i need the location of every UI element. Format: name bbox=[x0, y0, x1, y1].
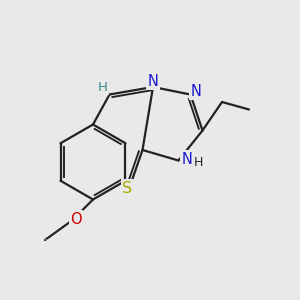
Text: N: N bbox=[190, 84, 201, 99]
Text: S: S bbox=[122, 181, 133, 196]
Text: methoxy: methoxy bbox=[41, 240, 48, 242]
Text: O: O bbox=[70, 212, 81, 226]
Text: N: N bbox=[182, 152, 192, 166]
Text: H: H bbox=[193, 156, 203, 170]
Text: N: N bbox=[148, 74, 158, 89]
Text: H: H bbox=[98, 81, 108, 94]
Text: methoxy: methoxy bbox=[45, 239, 51, 240]
